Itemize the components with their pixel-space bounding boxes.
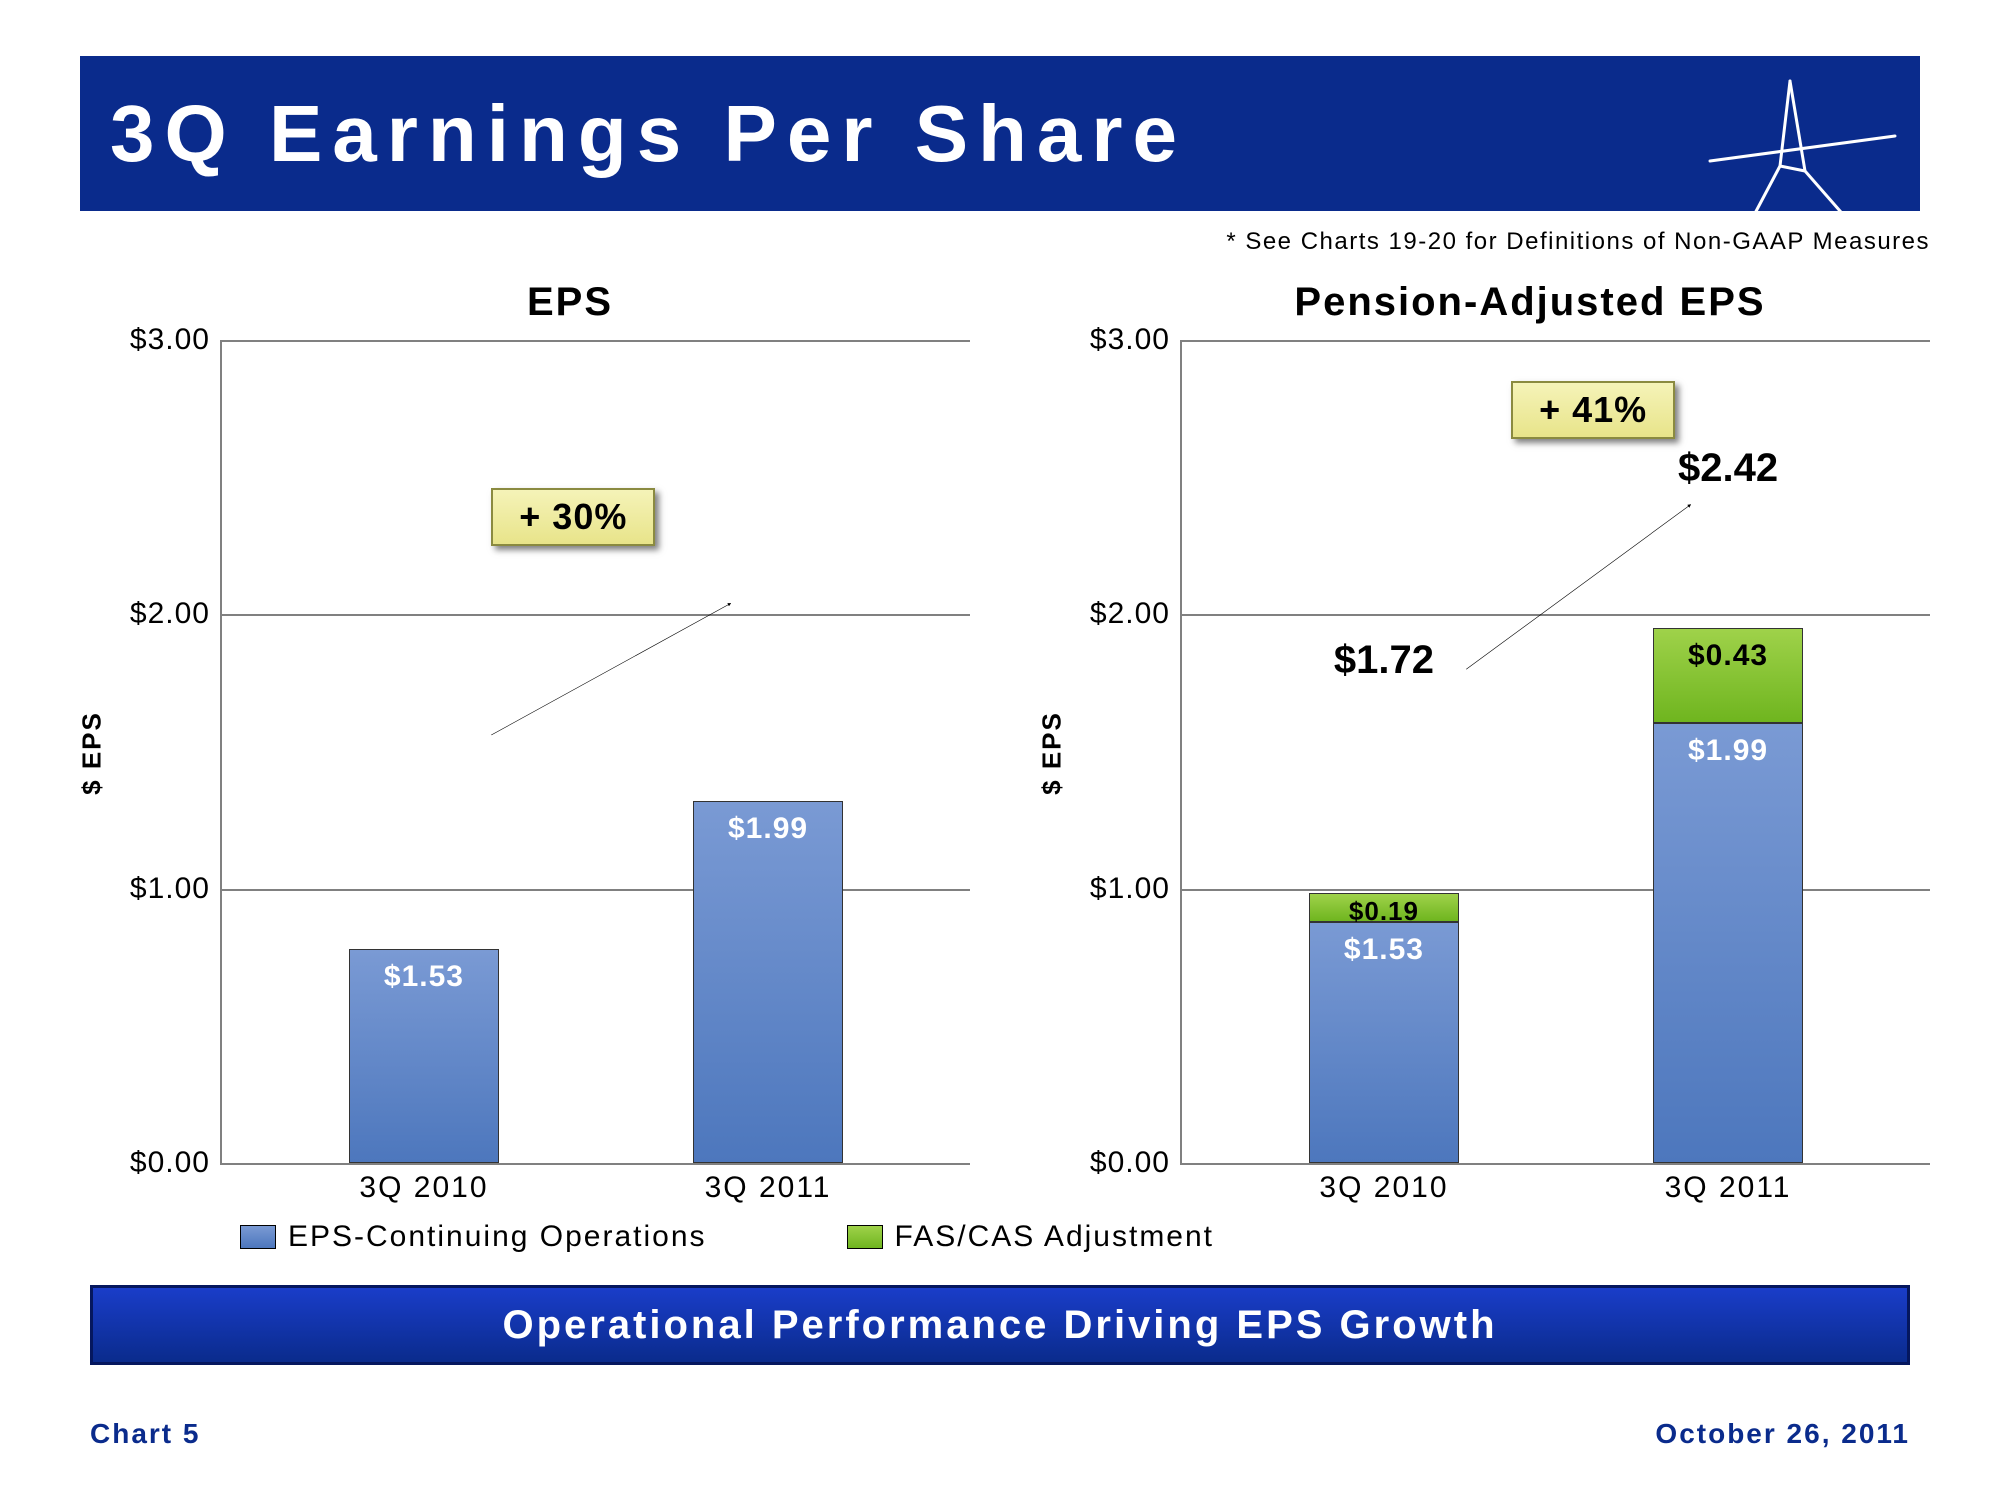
chart-pension: Pension-Adjusted EPS $ EPS $0.00$1.00$2.… (1020, 280, 1940, 1225)
footer-chart-number: Chart 5 (90, 1418, 200, 1450)
x-tick-label: 3Q 2011 (705, 1163, 832, 1205)
legend-swatch-icon (240, 1225, 276, 1249)
bar-stack: $1.99 (693, 617, 843, 1163)
gridline (222, 614, 970, 616)
bar-total-label: $1.72 (1334, 638, 1434, 691)
charts-container: EPS $ EPS $0.00$1.00$2.00$3.003Q 20103Q … (60, 280, 1940, 1225)
growth-pct-badge: + 41% (1511, 381, 1675, 439)
bar-stack: $1.99$0.43$2.42 (1653, 499, 1803, 1163)
growth-pct-badge: + 30% (491, 488, 655, 546)
legend-item-ops: EPS-Continuing Operations (240, 1220, 707, 1254)
chart-eps-ylabel: $ EPS (76, 711, 107, 795)
legend-label: FAS/CAS Adjustment (895, 1220, 1214, 1254)
growth-arrow-icon (1182, 340, 1930, 1163)
legend-label: EPS-Continuing Operations (288, 1220, 707, 1254)
bar-segment-ops: $1.53 (349, 949, 499, 1163)
legend: EPS-Continuing Operations FAS/CAS Adjustm… (240, 1220, 1840, 1254)
x-tick-label: 3Q 2011 (1665, 1163, 1792, 1205)
y-tick-label: $2.00 (130, 597, 222, 631)
bar-segment-ops: $1.53 (1309, 922, 1459, 1163)
bar-segment-ops: $1.99 (1653, 723, 1803, 1163)
chart-pension-ylabel: $ EPS (1036, 711, 1067, 795)
y-tick-label: $1.00 (1090, 872, 1182, 906)
bar-stack: $1.53 (349, 743, 499, 1163)
chart-pension-plot: $0.00$1.00$2.00$3.003Q 20103Q 2011$1.53$… (1180, 340, 1930, 1165)
gridline (222, 889, 970, 891)
y-tick-label: $1.00 (130, 872, 222, 906)
bar-segment-fas: $0.43 (1653, 628, 1803, 723)
growth-arrow-icon (222, 340, 970, 1163)
title-bar: 3Q Earnings Per Share (80, 56, 1920, 211)
chart-eps-title: EPS (60, 280, 980, 325)
y-tick-label: $3.00 (130, 323, 222, 357)
bar-total-label: $2.42 (1678, 446, 1778, 499)
y-tick-label: $3.00 (1090, 323, 1182, 357)
footnote-text: * See Charts 19-20 for Definitions of No… (1226, 228, 1930, 256)
summary-bar: Operational Performance Driving EPS Grow… (90, 1285, 1910, 1365)
chart-eps: EPS $ EPS $0.00$1.00$2.00$3.003Q 20103Q … (60, 280, 980, 1225)
chart-eps-plot: $0.00$1.00$2.00$3.003Q 20103Q 2011$1.53$… (220, 340, 970, 1165)
page-title: 3Q Earnings Per Share (110, 88, 1187, 180)
gridline (222, 340, 970, 342)
legend-swatch-icon (847, 1225, 883, 1249)
legend-item-fas: FAS/CAS Adjustment (847, 1220, 1214, 1254)
summary-text: Operational Performance Driving EPS Grow… (502, 1303, 1497, 1348)
gridline (1182, 340, 1930, 342)
bar-segment-fas: $0.19 (1309, 893, 1459, 923)
y-tick-label: $2.00 (1090, 597, 1182, 631)
bar-stack: $1.53$0.19$1.72 (1309, 691, 1459, 1163)
chart-pension-title: Pension-Adjusted EPS (1020, 280, 1940, 325)
gridline (1182, 614, 1930, 616)
y-tick-label: $0.00 (1090, 1146, 1182, 1180)
bar-segment-ops: $1.99 (693, 801, 843, 1163)
footer-date: October 26, 2011 (1655, 1418, 1910, 1450)
x-tick-label: 3Q 2010 (359, 1163, 488, 1205)
gridline (1182, 889, 1930, 891)
y-tick-label: $0.00 (130, 1146, 222, 1180)
x-tick-label: 3Q 2010 (1319, 1163, 1448, 1205)
